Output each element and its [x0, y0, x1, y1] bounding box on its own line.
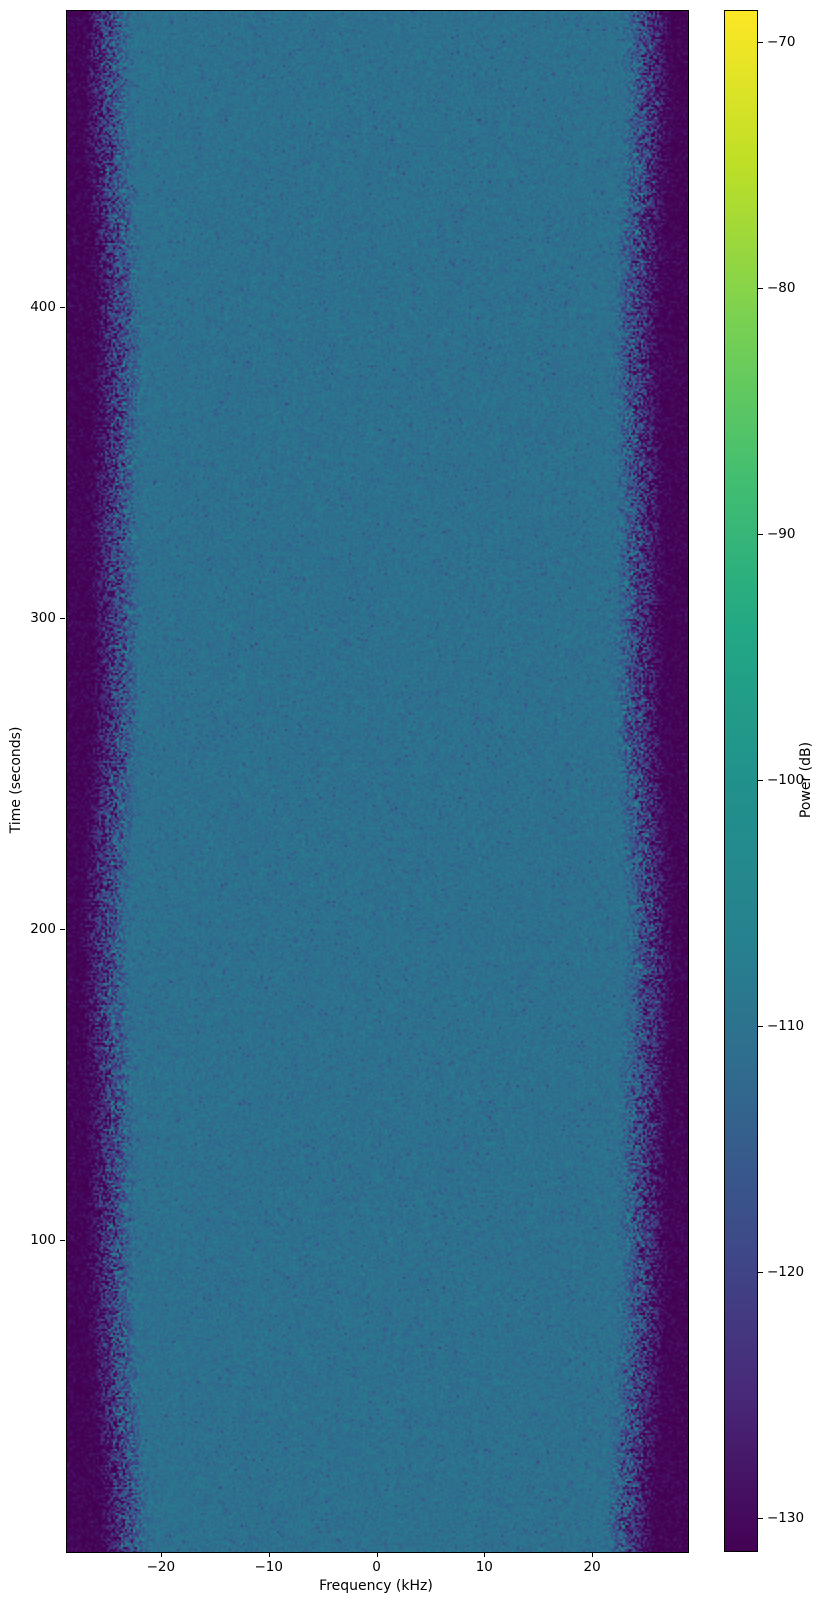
y-tick-label: 200	[30, 921, 56, 937]
colorbar-tick-label: −110	[767, 1018, 805, 1034]
x-tick-label: −20	[146, 1559, 176, 1575]
y-tick	[60, 1240, 65, 1241]
y-tick-label: 300	[30, 610, 56, 626]
colorbar-tick-label: −100	[767, 772, 805, 788]
y-tick	[60, 618, 65, 619]
y-axis-label: Time (seconds)	[8, 726, 24, 834]
y-tick-label: 400	[30, 299, 56, 315]
colorbar-tick	[758, 1272, 763, 1273]
y-tick	[60, 929, 65, 930]
spectrogram-plot	[66, 10, 689, 1553]
colorbar-tick	[758, 1026, 763, 1027]
colorbar-tick	[758, 287, 763, 289]
x-axis-label: Frequency (kHz)	[319, 1578, 433, 1594]
x-tick	[160, 1552, 162, 1557]
colorbar-tick-label: −130	[767, 1510, 805, 1527]
x-tick-label: 0	[372, 1559, 381, 1575]
x-tick-label: 10	[475, 1559, 493, 1575]
colorbar-tick	[758, 533, 763, 535]
x-tick	[376, 1552, 378, 1557]
colorbar-gradient	[725, 11, 757, 1551]
x-tick	[484, 1552, 486, 1557]
colorbar-tick-label: −80	[767, 279, 796, 296]
y-tick-label: 100	[30, 1232, 56, 1248]
colorbar-tick-label: −90	[767, 525, 796, 542]
colorbar-tick	[758, 41, 763, 43]
x-tick-label: 20	[583, 1559, 601, 1575]
colorbar	[724, 10, 758, 1552]
colorbar-label: Power (dB)	[798, 741, 814, 819]
y-tick	[60, 307, 65, 308]
x-tick	[268, 1552, 270, 1557]
colorbar-tick-label: −70	[767, 33, 796, 50]
x-tick	[592, 1552, 594, 1557]
colorbar-tick-label: −120	[767, 1264, 805, 1280]
colorbar-tick	[758, 1518, 763, 1520]
spectrogram-canvas	[67, 11, 688, 1552]
colorbar-tick	[758, 780, 763, 781]
x-tick-label: −10	[254, 1559, 283, 1575]
